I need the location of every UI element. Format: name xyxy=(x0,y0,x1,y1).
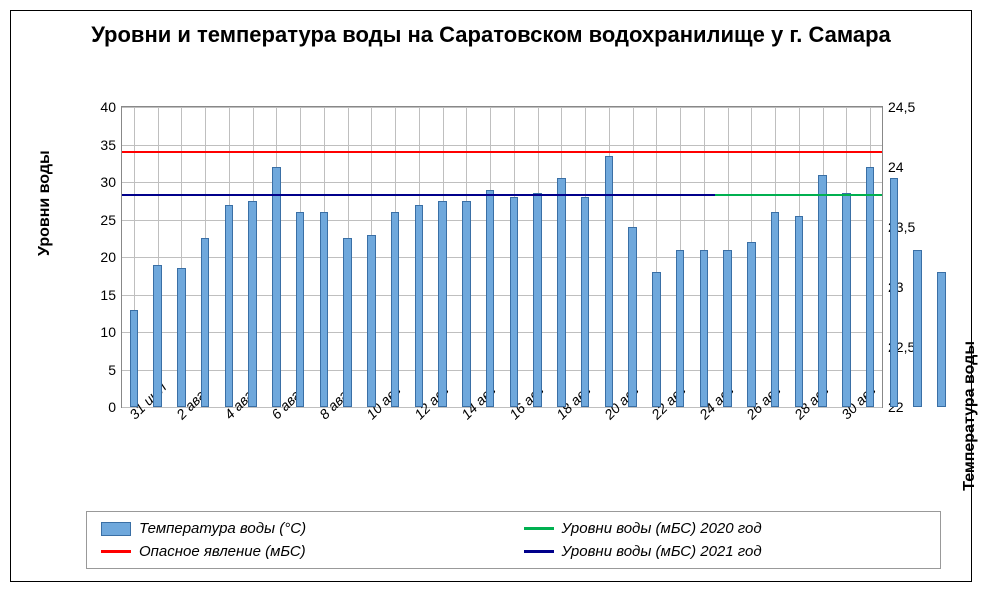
y-tick-left: 35 xyxy=(100,137,116,153)
legend-label: Уровни воды (мБС) 2021 год xyxy=(562,543,762,560)
temperature-bar xyxy=(747,242,755,407)
temperature-bar xyxy=(201,238,209,407)
line-swatch-icon xyxy=(524,527,554,530)
temperature-bar xyxy=(818,175,826,408)
temperature-bar xyxy=(795,216,803,407)
legend-label: Опасное явление (мБС) xyxy=(139,543,306,560)
temperature-bar xyxy=(177,268,185,407)
y-tick-left: 15 xyxy=(100,287,116,303)
temperature-bar xyxy=(272,167,280,407)
gridline-h xyxy=(122,257,882,258)
bar-swatch-icon xyxy=(101,522,131,536)
legend-label: Температура воды (°С) xyxy=(139,520,306,537)
temperature-bar xyxy=(676,250,684,408)
y-tick-left: 30 xyxy=(100,174,116,190)
y-axis-right-label: Температура воды xyxy=(961,341,979,491)
temperature-bar xyxy=(296,212,304,407)
legend-item-lvl2021: Уровни воды (мБС) 2021 год xyxy=(524,543,927,560)
line-lvl2021 xyxy=(122,194,715,196)
y-tick-left: 10 xyxy=(100,324,116,340)
y-tick-left: 20 xyxy=(100,249,116,265)
temperature-bar xyxy=(438,201,446,407)
temperature-bar xyxy=(913,250,921,408)
legend-item-temperature: Температура воды (°С) xyxy=(101,520,504,537)
temperature-bar xyxy=(153,265,161,408)
temperature-bar xyxy=(225,205,233,408)
gridline-h xyxy=(122,370,882,371)
temperature-bar xyxy=(652,272,660,407)
y-tick-right: 24 xyxy=(888,159,904,175)
temperature-bar xyxy=(510,197,518,407)
gridline-h xyxy=(122,145,882,146)
chart-container: Уровни и температура воды на Саратовском… xyxy=(10,10,972,582)
gridline-h xyxy=(122,107,882,108)
temperature-bar xyxy=(890,178,898,407)
y-tick-left: 25 xyxy=(100,212,116,228)
temperature-bar xyxy=(771,212,779,407)
line-danger xyxy=(122,151,882,153)
temperature-bar xyxy=(937,272,945,407)
temperature-bar xyxy=(391,212,399,407)
line-lvl2020 xyxy=(715,194,882,196)
temperature-bar xyxy=(367,235,375,408)
y-tick-left: 5 xyxy=(108,362,116,378)
line-swatch-icon xyxy=(524,550,554,553)
temperature-bar xyxy=(486,190,494,408)
temperature-bar xyxy=(628,227,636,407)
legend-item-lvl2020: Уровни воды (мБС) 2020 год xyxy=(524,520,927,537)
temperature-bar xyxy=(842,193,850,407)
line-swatch-icon xyxy=(101,550,131,553)
gridline-h xyxy=(122,332,882,333)
y-tick-left: 40 xyxy=(100,99,116,115)
y-tick-left: 0 xyxy=(108,399,116,415)
temperature-bar xyxy=(866,167,874,407)
chart-title: Уровни и температура воды на Саратовском… xyxy=(11,11,971,55)
legend-item-danger: Опасное явление (мБС) xyxy=(101,543,504,560)
temperature-bar xyxy=(557,178,565,407)
legend-label: Уровни воды (мБС) 2020 год xyxy=(562,520,762,537)
temperature-bar xyxy=(700,250,708,408)
plot-area: 05101520253035402222,52323,52424,531 июл… xyxy=(121,106,883,408)
temperature-bar xyxy=(533,193,541,407)
gridline-h xyxy=(122,182,882,183)
temperature-bar xyxy=(462,201,470,407)
temperature-bar xyxy=(723,250,731,408)
temperature-bar xyxy=(343,238,351,407)
y-axis-left-label: Уровни воды xyxy=(36,150,54,256)
gridline-h xyxy=(122,295,882,296)
temperature-bar xyxy=(415,205,423,408)
legend: Температура воды (°С) Уровни воды (мБС) … xyxy=(86,511,941,569)
temperature-bar xyxy=(581,197,589,407)
y-tick-right: 24,5 xyxy=(888,99,915,115)
temperature-bar xyxy=(248,201,256,407)
temperature-bar xyxy=(320,212,328,407)
gridline-h xyxy=(122,220,882,221)
temperature-bar xyxy=(130,310,138,408)
